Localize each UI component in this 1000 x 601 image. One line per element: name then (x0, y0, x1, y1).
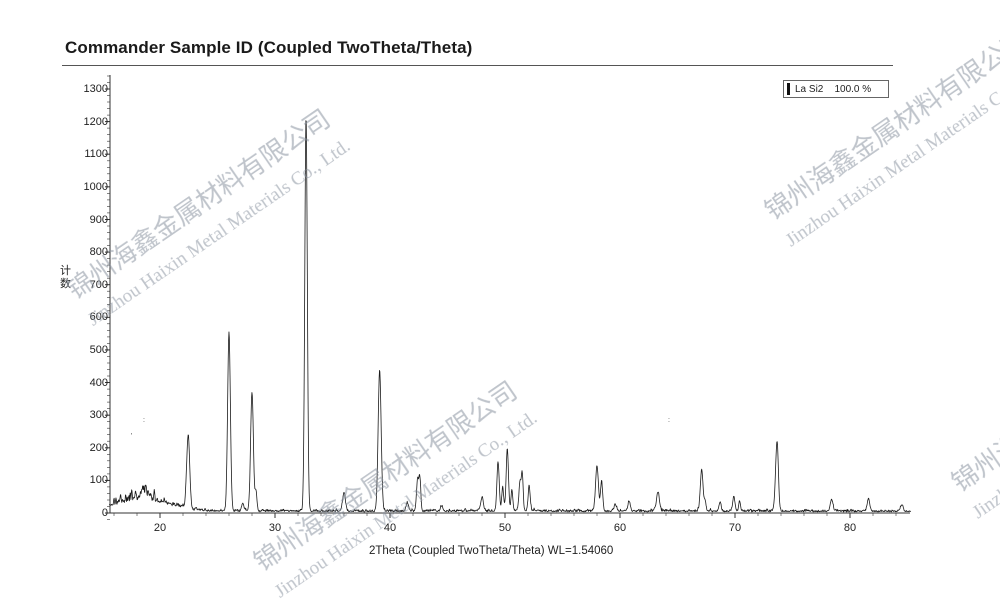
svg-text::: : (143, 417, 145, 424)
svg-text::: : (668, 417, 670, 424)
svg-text:': ' (131, 433, 132, 440)
